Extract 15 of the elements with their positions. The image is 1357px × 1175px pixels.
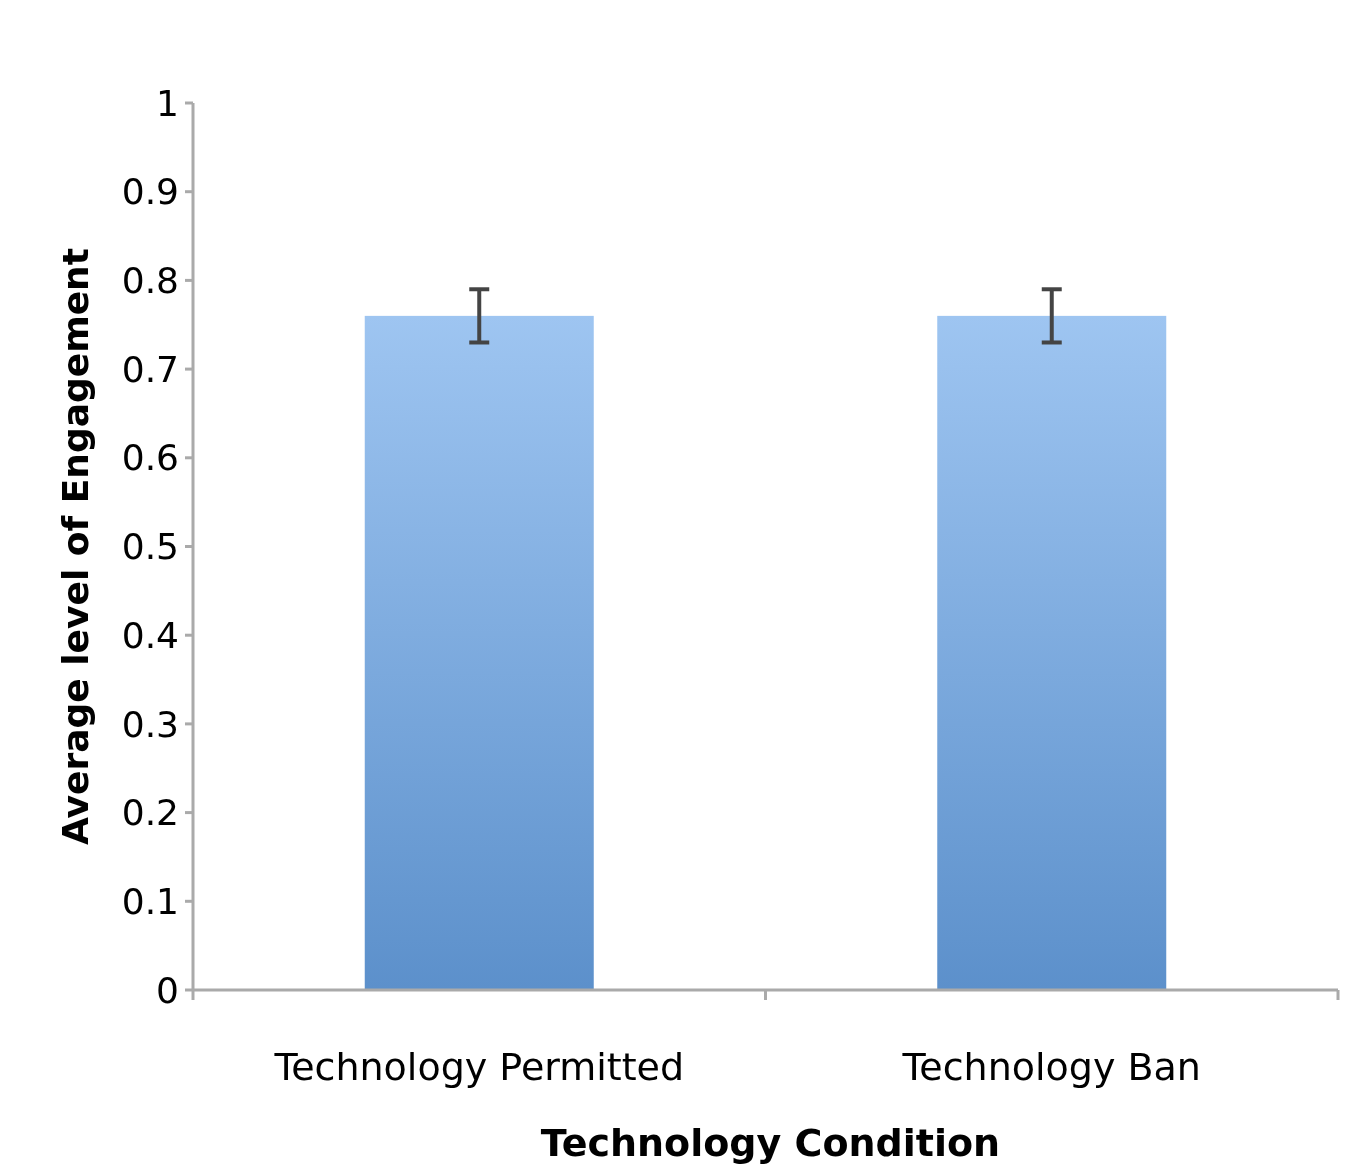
y-tick-label: 0.4 [121, 614, 179, 656]
y-tick-label: 0.2 [121, 792, 179, 834]
x-tick-label: Technology Permitted [273, 1045, 685, 1089]
y-tick-label: 0.7 [121, 348, 179, 390]
y-tick-label: 0.8 [121, 260, 179, 301]
y-axis-title: Average level of Engagement [55, 248, 96, 845]
y-tick-label: 1 [156, 82, 179, 124]
x-axis-title: Technology Condition [540, 1121, 1001, 1165]
y-tick-label: 0.5 [121, 526, 179, 568]
y-tick-label: 0 [156, 969, 179, 1011]
x-tick-label: Technology Ban [901, 1045, 1201, 1089]
y-tick-label: 0.1 [121, 880, 179, 922]
y-tick-label: 0.9 [121, 171, 179, 213]
y-tick-label: 0.3 [121, 703, 179, 745]
y-tick-label: 0.6 [121, 437, 179, 479]
